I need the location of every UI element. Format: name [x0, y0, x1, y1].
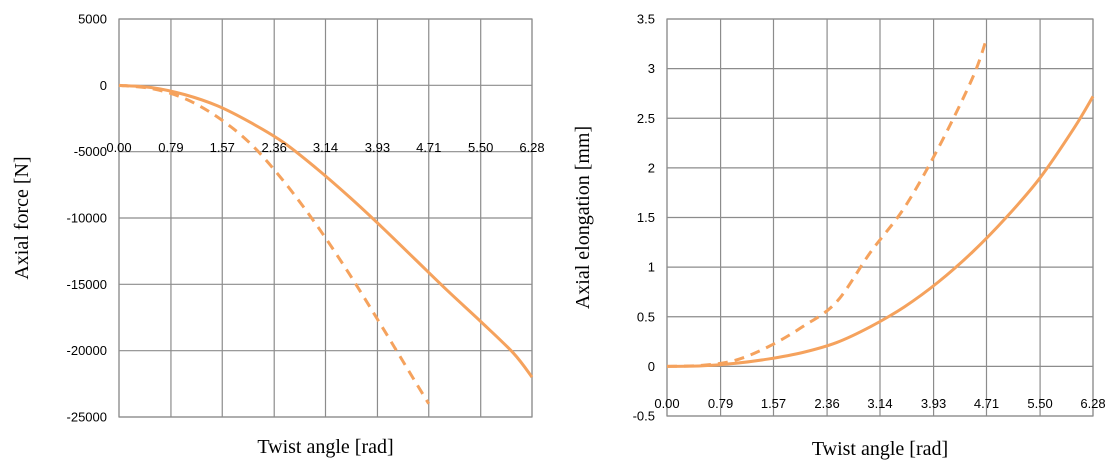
axial-force-series-dashed: [118, 83, 431, 405]
axial-force-y-tick-label-4: -15000: [67, 277, 107, 292]
axial-elongation-x-tick-label-7: 5.50: [1027, 396, 1052, 411]
axial-elongation-x-tick-label-5: 3.93: [921, 396, 946, 411]
axial-elongation-x-tick-label-2: 1.57: [761, 396, 786, 411]
axial-force-y-tick-label-5: -20000: [67, 343, 107, 358]
axial-force-x-tick-label-6: 4.71: [416, 140, 441, 155]
axial-force-y-tick-label-1: 0: [100, 78, 107, 93]
axial-elongation-y-tick-label-3: 2: [648, 160, 655, 175]
axial-force-chart: 0.00 0.79 1.57 2.36 3.14 3.93 4.71 5.50 6.28 5000…: [11, 12, 545, 459]
axial-force-x-tick-label-4: 3.14: [313, 140, 338, 155]
axial-elongation-x-tick-label-3: 2.36: [814, 396, 839, 411]
axial-elongation-plot-frame: [666, 18, 1094, 417]
axial-force-x-tick-label-2: 1.57: [210, 140, 235, 155]
axial-force-x-axis-title: Twist angle [rad]: [257, 436, 393, 458]
axial-elongation-y-tick-label-2: 2.5: [637, 111, 655, 126]
axial-elongation-chart: 0.00 0.79 1.57 2.36 3.14 3.93 4.71 5.50 6.28 3.5 3…: [572, 12, 1106, 461]
axial-force-x-tick-label-0: 0.00: [106, 140, 131, 155]
axial-elongation-y-tick-label-5: 1: [648, 260, 655, 275]
axial-force-y-tick-label-6: -25000: [67, 410, 107, 425]
axial-force-series-solid: [118, 83, 534, 379]
axial-elongation-y-tick-label-0: 3.5: [637, 12, 655, 27]
axial-elongation-y-axis-title: Axial elongation [mm]: [572, 126, 594, 309]
axial-elongation-x-tick-label-6: 4.71: [974, 396, 999, 411]
axial-force-x-tick-label-3: 2.36: [262, 140, 287, 155]
axial-elongation-x-tick-label-1: 0.79: [708, 396, 733, 411]
axial-force-y-tick-label-2: -5000: [74, 144, 107, 159]
axial-elongation-x-tick-label-4: 3.14: [867, 396, 892, 411]
axial-force-x-tick-label-5: 3.93: [365, 140, 390, 155]
axial-elongation-series-solid: [666, 95, 1095, 368]
axial-force-x-tick-label-7: 5.50: [468, 140, 493, 155]
axial-elongation-y-tick-label-1: 3: [648, 61, 655, 76]
axial-elongation-y-tick-label-4: 1.5: [637, 210, 655, 225]
axial-force-y-tick-label-0: 5000: [78, 12, 107, 27]
axial-elongation-x-tick-label-8: 6.28: [1080, 396, 1105, 411]
axial-force-y-tick-label-3: -10000: [67, 211, 107, 226]
axial-elongation-y-tick-label-8: -0.5: [633, 409, 655, 424]
axial-elongation-series-dashed: [666, 38, 988, 368]
axial-elongation-y-tick-label-7: 0: [648, 359, 655, 374]
axial-force-x-tick-label-8: 6.28: [519, 140, 544, 155]
axial-elongation-y-tick-label-6: 0.5: [637, 309, 655, 324]
axial-force-plot-frame: [118, 18, 533, 418]
axial-force-y-axis-title: Axial force [N]: [11, 156, 33, 279]
axial-elongation-x-axis-title: Twist angle [rad]: [812, 438, 948, 460]
axial-elongation-x-tick-label-0: 0.00: [654, 396, 679, 411]
axial-force-x-tick-label-1: 0.79: [158, 140, 183, 155]
